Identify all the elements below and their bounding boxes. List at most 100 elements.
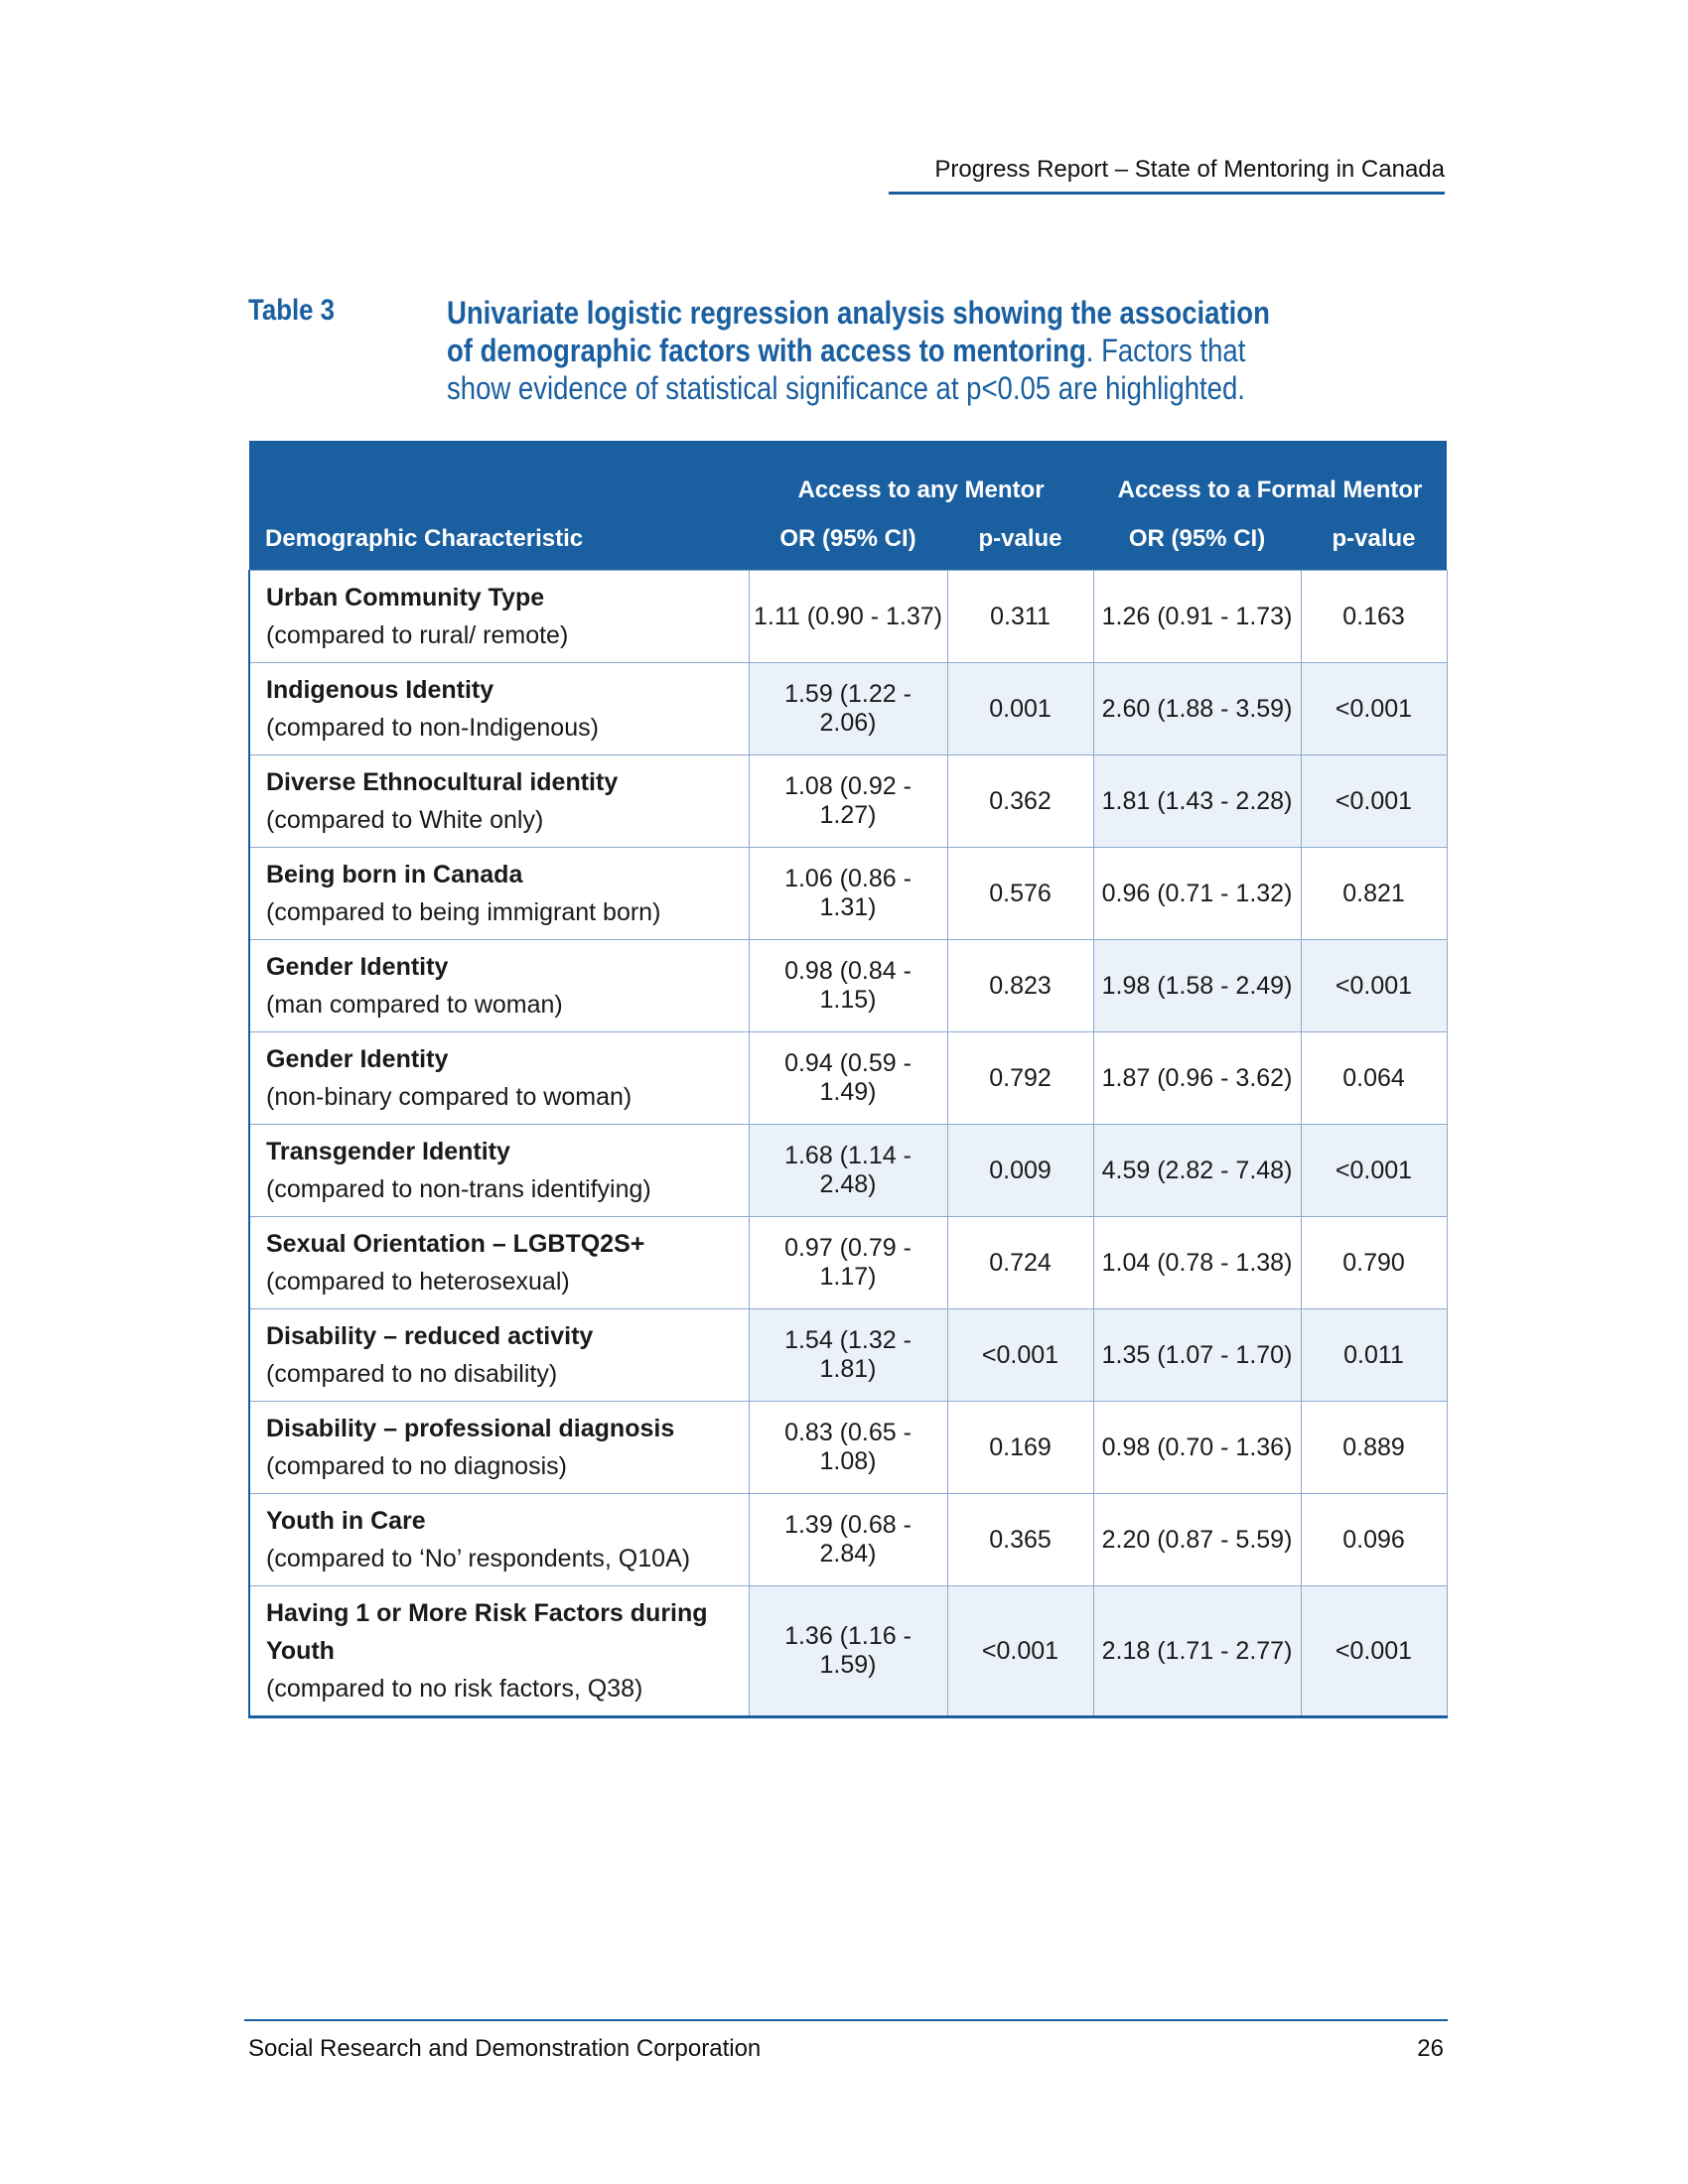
formal-mentor-or-cell: 2.18 (1.71 - 2.77) <box>1092 1585 1302 1717</box>
formal-mentor-p-cell: 0.096 <box>1300 1493 1448 1586</box>
characteristic-name: Gender Identity <box>266 1045 449 1073</box>
characteristic-comparison: (compared to rural/ remote) <box>266 621 569 649</box>
page-number: 26 <box>1417 2035 1444 2062</box>
any-mentor-p-cell: <0.001 <box>946 1585 1094 1717</box>
any-mentor-p-cell: 0.001 <box>946 662 1094 755</box>
any-mentor-p-cell: 0.009 <box>946 1124 1094 1217</box>
formal-mentor-p-cell: 0.790 <box>1300 1216 1448 1309</box>
characteristic-cell: Indigenous Identity (compared to non-Indi… <box>248 662 749 755</box>
formal-mentor-or-cell: 4.59 (2.82 - 7.48) <box>1092 1124 1302 1217</box>
characteristic-cell: Having 1 or More Risk Factors during You… <box>248 1585 749 1717</box>
characteristic-comparison: (man compared to woman) <box>266 991 563 1019</box>
characteristic-cell: Transgender Identity (compared to non-tra… <box>248 1124 749 1217</box>
any-mentor-p-cell: 0.823 <box>946 939 1094 1032</box>
table-row: Sexual Orientation – LGBTQ2S+ (compared t… <box>248 1216 1448 1309</box>
formal-mentor-or-cell: 1.81 (1.43 - 2.28) <box>1092 754 1302 848</box>
formal-mentor-or-cell: 0.96 (0.71 - 1.32) <box>1092 847 1302 940</box>
any-mentor-or-cell: 0.83 (0.65 - 1.08) <box>748 1401 947 1494</box>
running-header: Progress Report – State of Mentoring in … <box>889 156 1445 195</box>
table-row: Urban Community Type (compared to rural/ … <box>248 570 1448 663</box>
characteristic-comparison: (compared to no disability) <box>266 1360 558 1388</box>
formal-mentor-or-cell: 0.98 (0.70 - 1.36) <box>1092 1401 1302 1494</box>
table-row: Disability – reduced activity (compared t… <box>248 1308 1448 1402</box>
header-blank <box>249 441 749 508</box>
characteristic-name: Having 1 or More Risk Factors during You… <box>266 1599 708 1665</box>
any-mentor-or-cell: 1.68 (1.14 - 2.48) <box>748 1124 947 1217</box>
any-mentor-p-cell: 0.169 <box>946 1401 1094 1494</box>
group-header-formal-mentor: Access to a Formal Mentor <box>1093 441 1448 508</box>
characteristic-name: Transgender Identity <box>266 1138 510 1165</box>
characteristic-cell: Youth in Care (compared to ‘No’ responden… <box>248 1493 749 1586</box>
table-title: Univariate logistic regression analysis … <box>447 294 1301 407</box>
characteristic-comparison: (compared to being immigrant born) <box>266 898 661 926</box>
characteristic-name: Indigenous Identity <box>266 676 494 704</box>
formal-mentor-or-cell: 2.60 (1.88 - 3.59) <box>1092 662 1302 755</box>
regression-table: Access to any Mentor Access to a Formal … <box>248 441 1448 1718</box>
any-mentor-p-cell: 0.311 <box>946 570 1094 663</box>
characteristic-cell: Diverse Ethnocultural identity (compared … <box>248 754 749 848</box>
any-mentor-p-cell: 0.792 <box>946 1031 1094 1125</box>
characteristic-comparison: (compared to White only) <box>266 806 544 834</box>
characteristic-comparison: (non-binary compared to woman) <box>266 1083 633 1111</box>
characteristic-name: Diverse Ethnocultural identity <box>266 768 619 796</box>
formal-mentor-p-cell: <0.001 <box>1300 662 1448 755</box>
any-mentor-p-cell: 0.362 <box>946 754 1094 848</box>
any-mentor-p-cell: 0.576 <box>946 847 1094 940</box>
table-row: Disability – professional diagnosis (comp… <box>248 1401 1448 1494</box>
footer-organization: Social Research and Demonstration Corpor… <box>248 2035 762 2062</box>
characteristic-cell: Being born in Canada (compared to being i… <box>248 847 749 940</box>
table-number: Table 3 <box>248 294 335 327</box>
group-header-any-mentor: Access to any Mentor <box>749 441 1094 508</box>
characteristic-comparison: (compared to no risk factors, Q38) <box>266 1675 643 1703</box>
table-caption: Table 3 Univariate logistic regression a… <box>248 294 1450 407</box>
table-title-bold: Univariate logistic regression analysis … <box>447 295 1270 368</box>
formal-mentor-p-cell: <0.001 <box>1300 1124 1448 1217</box>
characteristic-comparison: (compared to non-trans identifying) <box>266 1175 651 1203</box>
characteristic-cell: Urban Community Type (compared to rural/ … <box>248 570 749 663</box>
any-mentor-or-cell: 0.94 (0.59 - 1.49) <box>748 1031 947 1125</box>
table-row: Youth in Care (compared to ‘No’ responden… <box>248 1493 1448 1586</box>
formal-mentor-p-cell: 0.821 <box>1300 847 1448 940</box>
any-mentor-or-cell: 0.98 (0.84 - 1.15) <box>748 939 947 1032</box>
formal-mentor-or-cell: 1.04 (0.78 - 1.38) <box>1092 1216 1302 1309</box>
formal-mentor-p-cell: <0.001 <box>1300 754 1448 848</box>
table-row: Gender Identity (non-binary compared to w… <box>248 1031 1448 1125</box>
any-mentor-or-cell: 1.06 (0.86 - 1.31) <box>748 847 947 940</box>
characteristic-cell: Disability – reduced activity (compared t… <box>248 1308 749 1402</box>
formal-mentor-or-cell: 2.20 (0.87 - 5.59) <box>1092 1493 1302 1586</box>
any-mentor-or-cell: 1.39 (0.68 - 2.84) <box>748 1493 947 1586</box>
any-mentor-p-cell: <0.001 <box>946 1308 1094 1402</box>
formal-mentor-p-cell: <0.001 <box>1300 939 1448 1032</box>
formal-mentor-p-cell: 0.011 <box>1300 1308 1448 1402</box>
formal-mentor-p-cell: 0.163 <box>1300 570 1448 663</box>
characteristic-name: Urban Community Type <box>266 584 545 612</box>
any-mentor-or-cell: 1.59 (1.22 - 2.06) <box>748 662 947 755</box>
table-title-rest: . Factors that show evidence of statisti… <box>447 333 1246 406</box>
any-mentor-or-cell: 1.11 (0.90 - 1.37) <box>748 570 947 663</box>
characteristic-cell: Gender Identity (man compared to woman) <box>248 939 749 1032</box>
characteristic-name: Being born in Canada <box>266 861 523 888</box>
any-mentor-p-cell: 0.365 <box>946 1493 1094 1586</box>
column-header-formal-or: OR (95% CI) <box>1093 508 1302 571</box>
table-row: Being born in Canada (compared to being i… <box>248 847 1448 940</box>
characteristic-comparison: (compared to no diagnosis) <box>266 1452 567 1480</box>
characteristic-comparison: (compared to heterosexual) <box>266 1268 570 1296</box>
characteristic-comparison: (compared to non-Indigenous) <box>266 714 599 742</box>
characteristic-cell: Disability – professional diagnosis (comp… <box>248 1401 749 1494</box>
formal-mentor-or-cell: 1.26 (0.91 - 1.73) <box>1092 570 1302 663</box>
formal-mentor-or-cell: 1.98 (1.58 - 2.49) <box>1092 939 1302 1032</box>
table-row: Diverse Ethnocultural identity (compared … <box>248 754 1448 848</box>
characteristic-cell: Sexual Orientation – LGBTQ2S+ (compared t… <box>248 1216 749 1309</box>
table-row: Gender Identity (man compared to woman) 0.… <box>248 939 1448 1032</box>
table-row: Having 1 or More Risk Factors during You… <box>248 1585 1448 1717</box>
any-mentor-or-cell: 0.97 (0.79 - 1.17) <box>748 1216 947 1309</box>
page-footer: Social Research and Demonstration Corpor… <box>244 2019 1448 2063</box>
column-header-formal-p: p-value <box>1301 508 1448 571</box>
column-header-any-or: OR (95% CI) <box>749 508 947 571</box>
column-header-any-p: p-value <box>947 508 1094 571</box>
formal-mentor-p-cell: <0.001 <box>1300 1585 1448 1717</box>
column-header-characteristic: Demographic Characteristic <box>249 508 749 571</box>
characteristic-name: Disability – reduced activity <box>266 1322 594 1350</box>
any-mentor-or-cell: 1.54 (1.32 - 1.81) <box>748 1308 947 1402</box>
table-row: Indigenous Identity (compared to non-Indi… <box>248 662 1448 755</box>
